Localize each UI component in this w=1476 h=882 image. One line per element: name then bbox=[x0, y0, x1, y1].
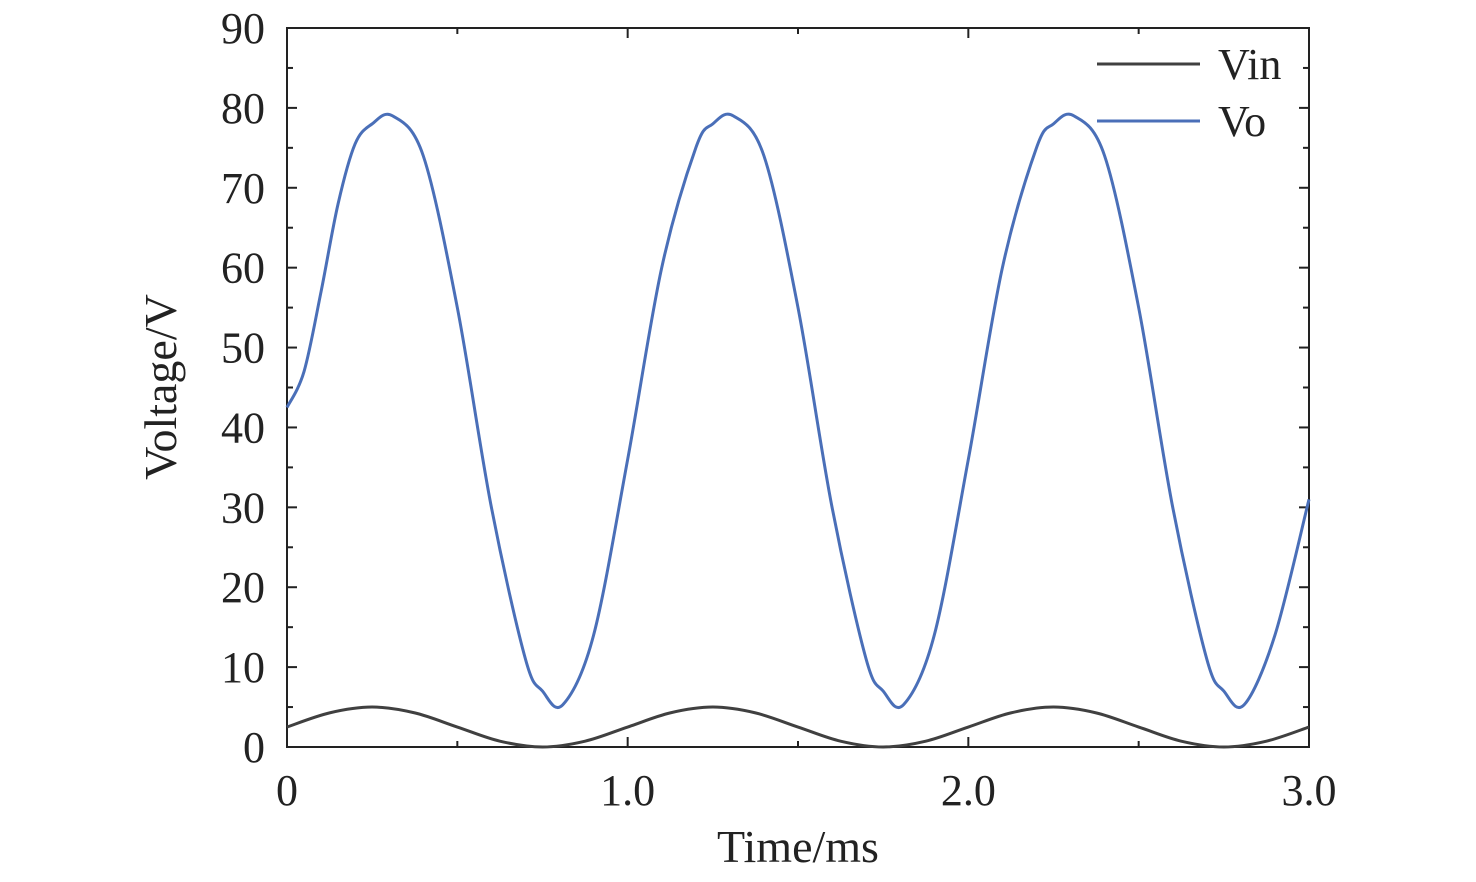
y-tick-label: 0 bbox=[243, 723, 265, 772]
x-tick-label: 3.0 bbox=[1282, 766, 1337, 815]
y-tick-label: 70 bbox=[221, 164, 265, 213]
y-axis-title: Voltage/V bbox=[135, 294, 186, 480]
y-tick-label: 20 bbox=[221, 563, 265, 612]
series-line-vin bbox=[286, 705, 1310, 749]
x-tick-label: 1.0 bbox=[600, 766, 655, 815]
tick-labels: 0 10 20 30 40 50 60 70 80 90 0 1.0 2.0 3.0 bbox=[221, 4, 1337, 815]
x-tick-label: 0 bbox=[276, 766, 298, 815]
y-tick-label: 80 bbox=[221, 84, 265, 133]
y-tick-label: 90 bbox=[221, 4, 265, 53]
plot-frame bbox=[286, 27, 1310, 748]
x-tick-label: 2.0 bbox=[941, 766, 996, 815]
y-tick-label: 10 bbox=[221, 643, 265, 692]
legend-label-vin: Vin bbox=[1218, 40, 1281, 89]
legend-label-vo: Vo bbox=[1218, 97, 1266, 146]
y-tick-label: 50 bbox=[221, 324, 265, 373]
x-axis-title: Time/ms bbox=[717, 821, 879, 872]
y-tick-label: 30 bbox=[221, 483, 265, 532]
y-tick-label: 60 bbox=[221, 244, 265, 293]
legend: Vin Vo bbox=[1097, 40, 1281, 146]
series-line-vo bbox=[285, 112, 1311, 710]
y-tick-label: 40 bbox=[221, 403, 265, 452]
series-lines bbox=[285, 112, 1311, 749]
tick-marks bbox=[286, 27, 1310, 748]
